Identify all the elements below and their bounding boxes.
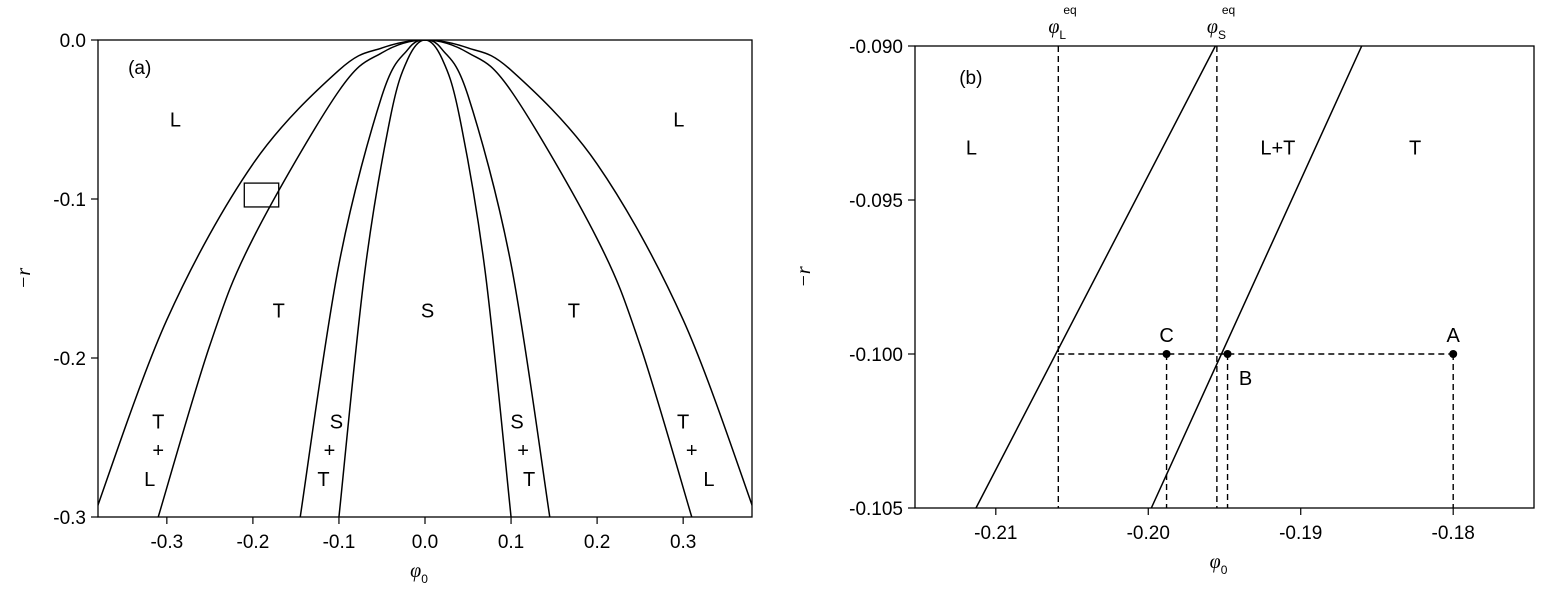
equilibrium-label: φL [1048, 16, 1066, 42]
equilibrium-label-symbol: φ [1207, 16, 1218, 38]
region-label: L [170, 110, 181, 132]
x-tick-label: -0.21 [974, 523, 1017, 544]
region-label: T [523, 469, 535, 491]
y-axis-title: −r [793, 266, 815, 287]
x-tick-label: -0.3 [150, 532, 183, 553]
y-tick-label: -0.090 [849, 37, 903, 58]
x-tick-label: 0.2 [584, 532, 610, 553]
zoom-inset-box [243, 182, 280, 208]
x-tick-label: -0.1 [323, 532, 356, 553]
data-point [1162, 350, 1171, 358]
series-line-1 [157, 40, 693, 517]
x-axis-title-symbol: φ [1210, 551, 1221, 573]
x-tick-label: -0.2 [237, 532, 270, 553]
region-label: S [421, 300, 434, 322]
panel-label: (b) [959, 68, 982, 89]
x-axis-title: φ0 [410, 560, 428, 586]
region-label: T [677, 412, 689, 434]
point-label: C [1159, 325, 1173, 347]
region-label: + [686, 440, 698, 462]
point-label: A [1447, 325, 1461, 347]
x-tick-label: -0.20 [1127, 523, 1170, 544]
y-tick-label: -0.105 [849, 499, 903, 520]
plot-frame [97, 39, 753, 518]
region-label: T [152, 412, 164, 434]
region-label: T [273, 300, 285, 322]
region-label: + [324, 440, 336, 462]
y-tick-label: -0.2 [53, 349, 86, 370]
region-label: L [966, 138, 977, 160]
region-label: + [517, 440, 529, 462]
series-line-0 [975, 46, 1217, 508]
series-line-1 [1150, 46, 1363, 508]
region-label: S [330, 412, 343, 434]
x-axis-title-subscript: 0 [1221, 563, 1228, 577]
y-tick-label: -0.1 [53, 190, 86, 211]
region-label: L [144, 469, 155, 491]
region-label: T [568, 300, 580, 322]
x-tick-label: 0.0 [412, 532, 438, 553]
plot-area [975, 46, 1363, 508]
y-axis-title: −r [13, 268, 35, 289]
x-tick-label: 0.1 [498, 532, 524, 553]
panel-label: (a) [128, 58, 151, 79]
equilibrium-label-superscript: eq [1222, 3, 1235, 17]
y-tick-label: -0.3 [53, 508, 86, 529]
region-label: T [1409, 138, 1421, 160]
equilibrium-label-subscript: S [1218, 28, 1226, 42]
region-label: L [673, 110, 684, 132]
y-tick-label: -0.095 [849, 191, 903, 212]
y-tick-label: -0.100 [849, 345, 903, 366]
data-point [1449, 350, 1458, 358]
series-line-3 [338, 40, 512, 517]
series-line-2 [299, 40, 551, 517]
series-line-0 [98, 40, 752, 508]
x-tick-label: 0.3 [670, 532, 696, 553]
equilibrium-label-subscript: L [1059, 28, 1066, 42]
panel-b-chart: -0.21 -0.20 -0.19 -0.18 -0.090 -0.095 -0.100 -0… [793, 3, 1535, 577]
x-tick-label: -0.18 [1432, 523, 1475, 544]
x-tick-label: -0.19 [1279, 523, 1322, 544]
panel-a-chart: -0.3 -0.2 -0.1 0.0 0.1 0.2 0.3 0.0 -0.1 -0.2 -0.3 φ… [13, 31, 753, 586]
data-point [1223, 350, 1232, 358]
equilibrium-label-symbol: φ [1048, 16, 1059, 38]
region-label: T [317, 469, 329, 491]
plot-area [98, 40, 752, 517]
region-label: + [152, 440, 164, 462]
point-label: B [1239, 368, 1252, 390]
plot-frame [914, 45, 1535, 509]
y-tick-label: 0.0 [60, 31, 86, 52]
x-axis-title-subscript: 0 [421, 572, 428, 586]
x-axis-title: φ0 [1210, 551, 1228, 577]
region-label: S [510, 412, 523, 434]
region-label: L+T [1260, 138, 1295, 160]
x-axis-title-symbol: φ [410, 560, 421, 582]
equilibrium-label-superscript: eq [1063, 3, 1076, 17]
region-label: L [703, 469, 714, 491]
equilibrium-label: φS [1207, 16, 1226, 42]
